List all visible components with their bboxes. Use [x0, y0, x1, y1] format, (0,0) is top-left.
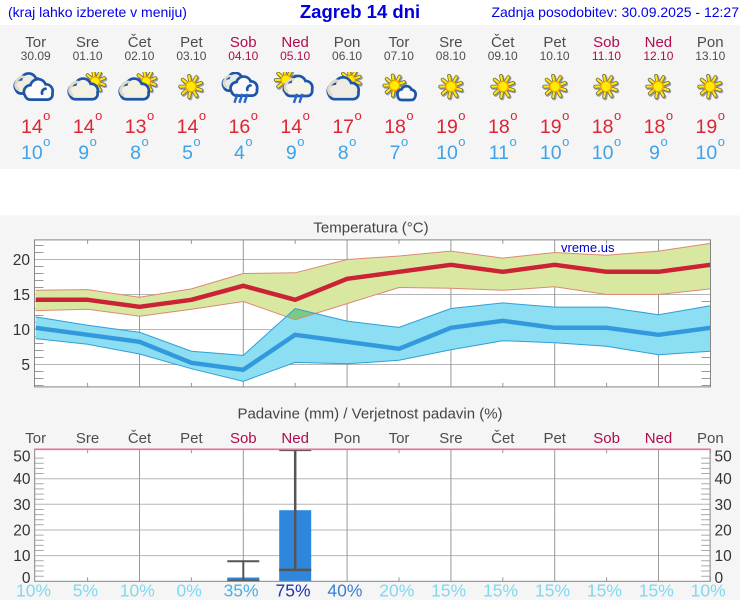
svg-text:15%: 15% — [431, 581, 466, 600]
svg-text:15: 15 — [13, 287, 30, 304]
svg-text:Sob: Sob — [230, 430, 257, 447]
svg-text:Tor: Tor — [389, 430, 410, 447]
svg-text:30: 30 — [13, 497, 31, 514]
svg-text:10: 10 — [715, 548, 733, 565]
svg-text:15%: 15% — [535, 581, 570, 600]
svg-text:40%: 40% — [327, 581, 362, 600]
svg-text:Ned: Ned — [645, 430, 673, 447]
svg-text:0%: 0% — [177, 581, 202, 600]
svg-text:40: 40 — [715, 471, 733, 488]
svg-text:10%: 10% — [16, 581, 51, 600]
svg-text:Sre: Sre — [76, 430, 99, 447]
svg-text:15%: 15% — [639, 581, 674, 600]
svg-text:Pon: Pon — [697, 430, 724, 447]
svg-text:20: 20 — [13, 523, 31, 540]
svg-text:15%: 15% — [483, 581, 518, 600]
svg-text:0: 0 — [22, 570, 31, 587]
svg-text:40: 40 — [13, 471, 31, 488]
svg-text:Padavine (mm) / Verjetnost pad: Padavine (mm) / Verjetnost padavin (%) — [237, 406, 502, 423]
svg-text:10: 10 — [13, 548, 31, 565]
svg-text:75%: 75% — [275, 581, 310, 600]
svg-text:20%: 20% — [379, 581, 414, 600]
svg-text:10%: 10% — [120, 581, 155, 600]
svg-text:Pet: Pet — [180, 430, 203, 447]
svg-text:50: 50 — [13, 449, 31, 466]
svg-text:20: 20 — [715, 523, 733, 540]
svg-text:Sre: Sre — [439, 430, 462, 447]
svg-text:Tor: Tor — [25, 430, 46, 447]
svg-text:20: 20 — [13, 252, 31, 269]
svg-text:Pet: Pet — [543, 430, 566, 447]
svg-text:Sob: Sob — [593, 430, 620, 447]
svg-text:10%: 10% — [691, 581, 726, 600]
svg-text:35%: 35% — [224, 581, 259, 600]
svg-text:Pon: Pon — [334, 430, 361, 447]
svg-text:Čet: Čet — [491, 430, 515, 447]
svg-text:15%: 15% — [587, 581, 622, 600]
svg-text:50: 50 — [715, 449, 733, 466]
svg-text:Temperatura (°C): Temperatura (°C) — [313, 220, 428, 237]
svg-text:10: 10 — [13, 322, 31, 339]
svg-text:5%: 5% — [73, 581, 98, 600]
svg-text:5: 5 — [21, 357, 30, 374]
svg-text:0: 0 — [715, 570, 724, 587]
svg-text:Ned: Ned — [281, 430, 309, 447]
svg-text:vreme.us: vreme.us — [561, 240, 615, 255]
svg-text:Čet: Čet — [128, 430, 152, 447]
svg-text:30: 30 — [715, 497, 733, 514]
